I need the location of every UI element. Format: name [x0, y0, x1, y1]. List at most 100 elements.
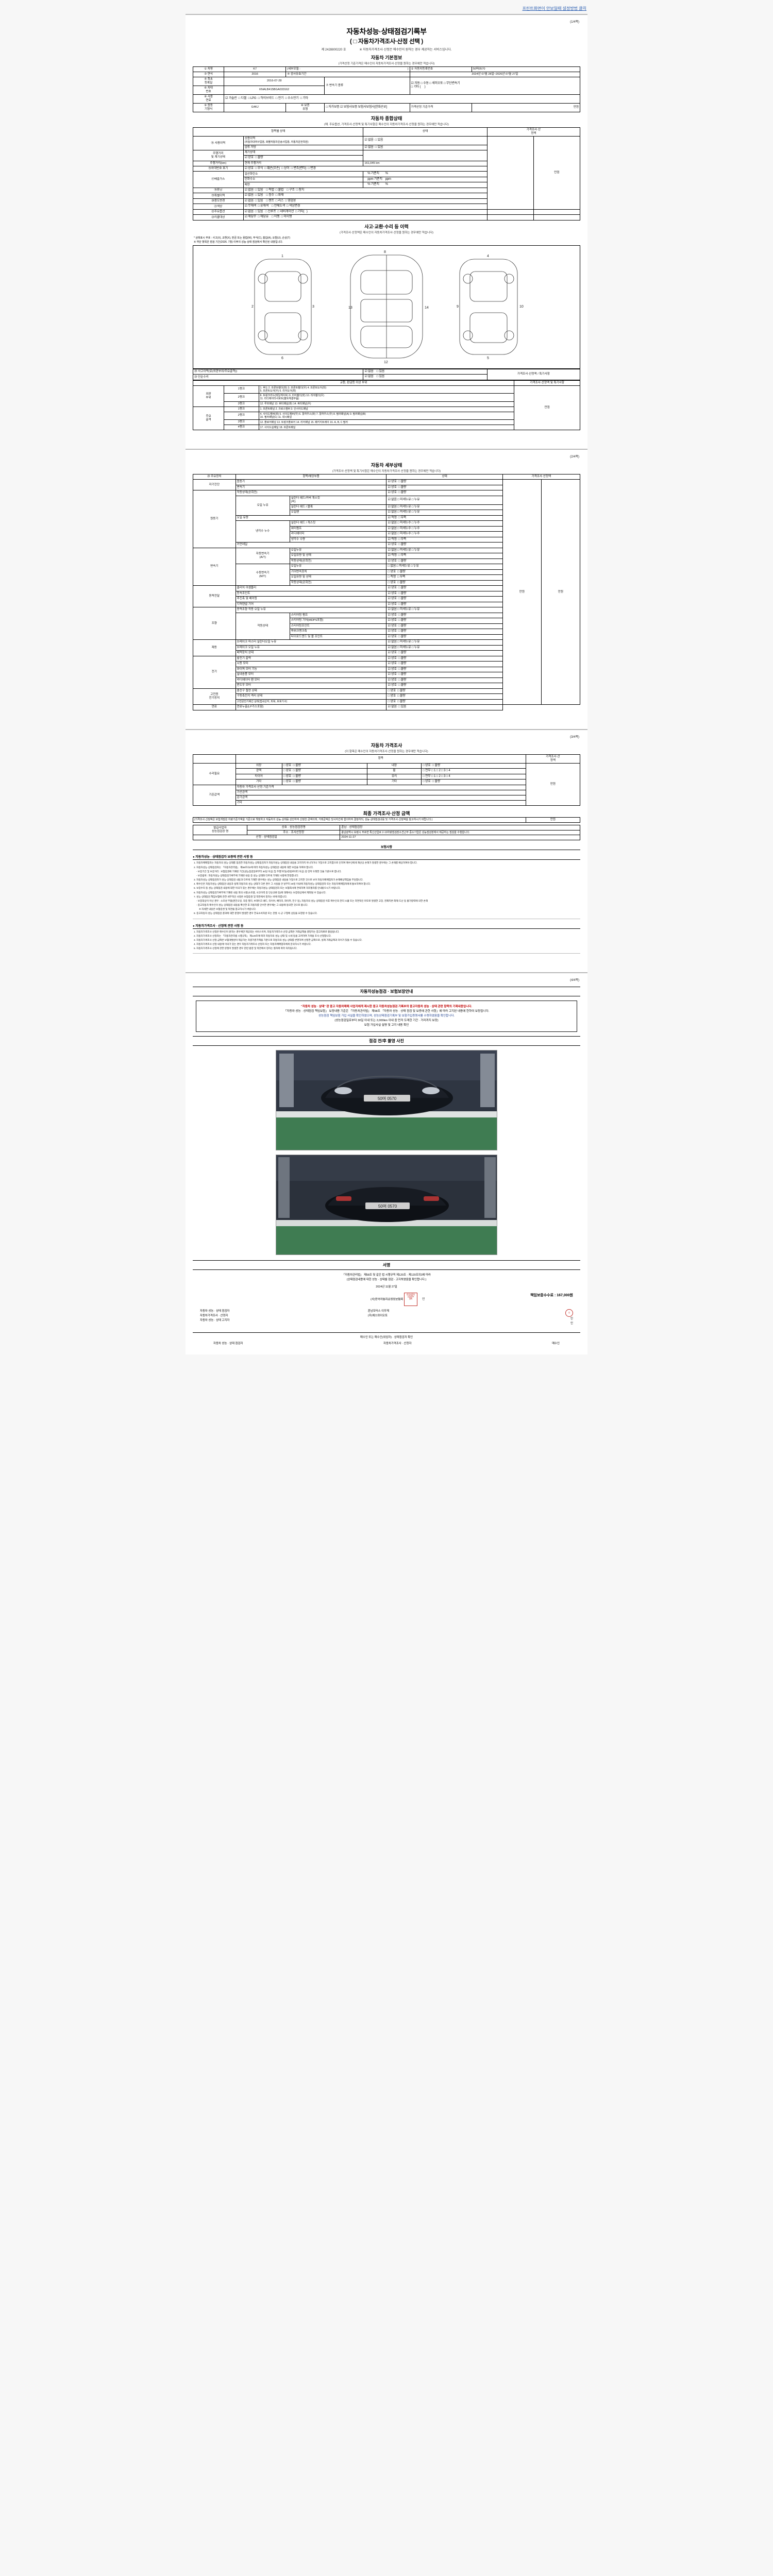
state-special[interactable]: ☑ 없음 □ 있음 □ 침수 □ 화재 [243, 193, 488, 199]
checkbox-fuel-diesel[interactable]: □ 디젤 [238, 97, 247, 100]
cell-current-mileage-label: 현재 주행거리 [243, 160, 364, 166]
state-coolant-amount[interactable]: ☑ 적정 □ 부족 [386, 536, 503, 543]
state-interior[interactable]: □ 양호 □ 불량 [421, 762, 526, 769]
state-radiator[interactable]: ☑ 없음 □ 미세누수 □ 누수 [386, 531, 503, 537]
state-polish[interactable]: □ 양호 □ 불량 [281, 768, 367, 774]
state-brake-oil[interactable]: ☑ 없음 □ 미세누유 □ 누유 [386, 645, 503, 651]
checkbox-fuel-ev[interactable]: □ 전기 [275, 97, 284, 100]
state-etc2[interactable]: □ 양호 □ 불량 [421, 779, 526, 785]
state-at-amount[interactable]: ☑ 적정 □ 부족 [386, 553, 503, 559]
state-oil-amount[interactable]: ☑ 적정 □ 부족 [386, 515, 503, 521]
state-accident-history[interactable]: ☑ 없음 □ 있음 [363, 368, 488, 375]
state-blower[interactable]: ☑ 양호 □ 불량 [386, 672, 503, 678]
state-idle[interactable]: ☑ 양호 □ 불량 [386, 490, 503, 496]
state-commercial-use[interactable]: ☑ 없음 □ 있음 [363, 135, 488, 145]
state-common-rail[interactable]: ☑ 양호 □ 불량 [386, 542, 503, 548]
state-booster[interactable]: ☑ 양호 □ 불량 [386, 650, 503, 656]
state-starter[interactable]: ☑ 양호 □ 불량 [386, 661, 503, 667]
state-wheel[interactable]: □ 전부 □ 1 □ 2 □ 3 □ 4 [421, 768, 526, 774]
checkbox-fuel-lpg[interactable]: □ LPG [248, 97, 257, 100]
warranty-options[interactable]: □ 자가보증 ☑ 보험사보증 보험사보험사[한화손보] [324, 103, 410, 112]
value-year: 2016 [224, 71, 287, 77]
checkbox-trans-manual[interactable]: □ 수동 [421, 81, 429, 85]
rank-3a: 3랭크 [224, 401, 259, 407]
checkbox-fuel-hydrogen[interactable]: □ 수소전기 [285, 97, 299, 100]
th-item: 항목별 상태 [192, 127, 364, 137]
state-differential[interactable]: ☑ 양호 □ 불량 [386, 601, 503, 608]
state-recall[interactable]: ☑ 해당무 □ 해당유 □ 이행 □ 미이행 [243, 214, 488, 221]
issuer-name: 훈남 · 상태점검장 [340, 824, 580, 831]
state-oil-pan[interactable]: ☑ 없음 □ 미세누유 □ 누유 [386, 510, 503, 516]
detail-note-col: 만원 [541, 479, 581, 705]
state-options[interactable]: ☑ 없음 □ 있음 □ 선루프 □ 네비게이션 □ 기타( ) [243, 209, 488, 215]
state-steering-joint[interactable]: ☑ 양호 □ 불량 [386, 623, 503, 630]
state-meter[interactable]: ☑ 양호 □ 불량 [243, 155, 364, 161]
state-vin-mark[interactable]: ☑ 양호 □ 부식 □ 훼손(오손) □ 상이 □ 변조(변타) □ 변경 [243, 165, 488, 172]
state-at-leak[interactable]: ☑ 없음 □ 미세누유 □ 누유 [386, 547, 503, 554]
state-power-crank[interactable]: ☑ 양호 □ 불량 [386, 629, 503, 635]
state-engine-diag[interactable]: ☑ 양호 □ 불량 [386, 479, 503, 485]
state-etc[interactable]: □ 양호 □ 불량 [281, 779, 367, 785]
state-driveshaft[interactable]: ☑ 양호 □ 불량 [386, 596, 503, 602]
note-column: 만점 [533, 135, 581, 210]
final-price-note: (가격조사·산정액은 보험개발원 차량기준가액을 기준으로 책정하고 자동차의 … [193, 817, 526, 823]
transmission-options[interactable]: ☑ 자동 □ 수동 □ 세미오토 □ 무단변속기 □ 기타 ( ) [409, 76, 581, 95]
checkbox-trans-auto[interactable]: ☑ 자동 [411, 81, 421, 85]
sub-head-gasket: 실린더 헤드 / 개스킷 [289, 520, 387, 527]
fuel-options[interactable]: ☑ 가솔린 □ 디젤 □ LPG □ 하이브리드 □ 전기 □ 수소전기 □ 기… [224, 94, 580, 104]
state-usechange[interactable]: ☑ 없음 □ 있음 □ 렌트 □ 리스 □ 영업용 [243, 198, 488, 205]
overall-status-table: 항목별 상태 상태 가격조사·산 정액 ⑮ 사용이력 상용이력 (자동차대여사업용… [192, 127, 581, 221]
role-3-in: 인 [570, 1321, 573, 1325]
pledge-box: "자동차 성능 · 상태" 란 중고 자동차매매 사업자에게 제시한 중고 자동… [196, 1001, 577, 1032]
table-row: ㉕ 단순수리 ☑ 없음 □ 있음 [192, 374, 580, 380]
checkbox-warranty-ins[interactable]: ☑ 보험사보증 보험사 [340, 106, 366, 109]
state-mt-idle[interactable]: □ 양호 □ 불량 [386, 580, 503, 586]
state-trans-diag[interactable]: ☑ 양호 □ 불량 [386, 484, 503, 491]
state-mt-leak[interactable]: □ 없음 □ 미세누유 □ 누유 [386, 564, 503, 570]
print-help-link[interactable]: 프린트화면이 안보일때 설정방법 클릭 [522, 6, 586, 11]
state-charge-port[interactable]: □ 양호 □ 불량 [386, 688, 503, 694]
pledge-body-3: 성능점검 책임보험 가입 사실을 확인하였으며, 성능상태점검기록부 및 보험가… [318, 1014, 455, 1018]
state-radiator-fan[interactable]: ☑ 양호 □ 불량 [386, 677, 503, 684]
page-number-1: (1/4쪽) [570, 21, 579, 24]
checkbox-fuel-hybrid[interactable]: □ 하이브리드 [258, 97, 274, 100]
state-steering-pump[interactable]: ☑ 양호 □ 불량 [386, 612, 503, 619]
row-label-color: ㉑색상 [193, 204, 244, 210]
checkbox-fuel-etc[interactable]: □ 기타 [300, 97, 308, 100]
state-hv-battery[interactable]: □ 양호 □ 불량 [386, 693, 503, 700]
state-master-cyl[interactable]: ☑ 없음 □ 미세누유 □ 누유 [386, 639, 503, 646]
checkbox-trans-etc[interactable]: □ 기타 ( ) [411, 86, 426, 89]
state-glass[interactable]: □ 전부 □ 1 □ 2 □ 3 □ 4 [421, 773, 526, 780]
label-submodel: (세부모델 : [287, 67, 300, 71]
state-simple-repair[interactable]: ☑ 없음 □ 있음 [363, 374, 488, 380]
state-clutch[interactable]: ☑ 양호 □ 불량 [386, 585, 503, 591]
state-tuning[interactable]: ☑ 없음 □ 있음 □ 적법 □ 불법 □ 구조 □ 장치 [243, 187, 488, 194]
state-steering-gear[interactable]: ☑ 양호 □ 불량 [386, 618, 503, 624]
state-window-motor[interactable]: ☑ 양호 □ 불량 [386, 683, 503, 689]
state-tie-rod[interactable]: ☑ 양호 □ 불량 [386, 634, 503, 640]
state-cv-joint[interactable]: ☑ 양호 □ 불량 [386, 590, 503, 597]
state-mt-gear[interactable]: □ 양호 □ 불량 [386, 569, 503, 575]
state-lien[interactable]: ☑ 없음 □ 있음 [363, 144, 488, 151]
state-fuel-leak[interactable]: ☑ 없음 □ 있음 [386, 704, 503, 710]
state-water-pump[interactable]: ☑ 없음 □ 미세누수 □ 누수 [386, 526, 503, 532]
state-color[interactable]: ☑ 무채색 □ 유채색 □ 전체도색 □ 색상변경 [243, 204, 488, 210]
state-tire[interactable]: □ 양호 □ 불량 [281, 773, 367, 780]
state-mt-amount[interactable]: □ 적정 □ 부족 [386, 574, 503, 581]
state-wiper[interactable]: ☑ 양호 □ 불량 [386, 666, 503, 673]
state-head-cover[interactable]: ☑ 없음 □ 미세누유 □ 누유 [386, 495, 503, 505]
state-exterior[interactable]: □ 양호 □ 불량 [281, 762, 367, 769]
cell-lien: 압류·저당 [243, 144, 364, 151]
state-power-steering-leak[interactable]: ☑ 없음 □ 미세누유 □ 누유 [386, 607, 503, 613]
th-state: 상태 [386, 474, 503, 480]
checkbox-warranty-self[interactable]: □ 자가보증 [326, 106, 340, 109]
checkbox-trans-semi[interactable]: □ 세미오토 [429, 81, 443, 85]
checkbox-fuel-gasoline[interactable]: ☑ 가솔린 [225, 97, 237, 100]
state-hv-wiring[interactable]: □ 양호 □ 불량 [386, 699, 503, 705]
value-co: % 기준치 % [363, 171, 488, 177]
state-head-gasket[interactable]: ☑ 없음 □ 미세누수 □ 누수 [386, 520, 503, 527]
state-alternator[interactable]: ☑ 양호 □ 불량 [386, 655, 503, 662]
state-at-idle[interactable]: ☑ 양호 □ 불량 [386, 558, 503, 565]
state-head-block[interactable]: ☑ 없음 □ 미세누유 □ 누유 [386, 504, 503, 511]
checkbox-trans-cvt[interactable]: □ 무단변속기 [443, 81, 460, 85]
